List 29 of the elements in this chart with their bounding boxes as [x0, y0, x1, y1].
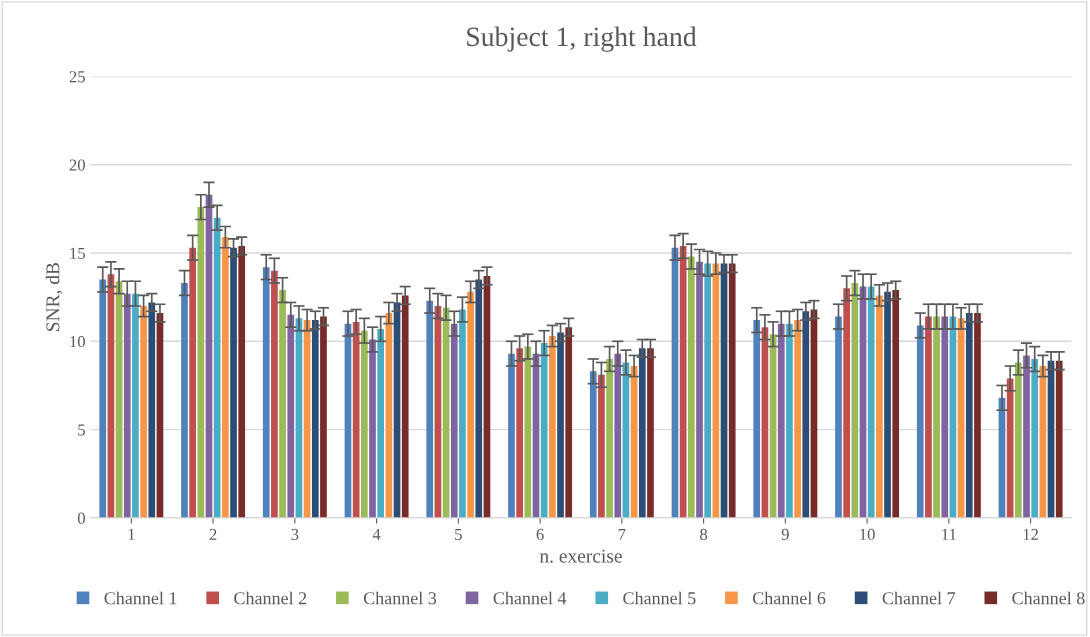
x-tick-label: 4 [372, 528, 381, 540]
y-tick-label: 15 [70, 247, 85, 259]
legend-label: Channel 1 [104, 591, 177, 605]
y-tick-label: 20 [69, 159, 85, 171]
x-tick-label: 1 [128, 528, 135, 540]
legend-label: Channel 6 [752, 591, 826, 605]
legend-label: Channel 7 [882, 591, 956, 605]
legend-label: Channel 2 [234, 591, 307, 605]
y-tick-label: 25 [69, 71, 85, 83]
x-tick-label: 5 [455, 528, 462, 541]
x-tick-label: 10 [860, 528, 875, 541]
legend-label: Channel 3 [363, 591, 437, 605]
y-axis-title: SNR, dB [45, 262, 63, 331]
y-tick-label: 10 [70, 336, 85, 348]
x-tick-label: 8 [700, 528, 708, 541]
x-tick-label: 12 [1023, 528, 1039, 540]
legend-label: Channel 5 [623, 591, 696, 605]
x-tick-label: 7 [618, 528, 626, 540]
x-tick-label: 6 [536, 528, 544, 541]
x-tick-label: 2 [209, 528, 217, 540]
x-tick-label: 3 [291, 528, 299, 541]
y-tick-label: 0 [77, 512, 85, 524]
x-axis-title: n. exercise [539, 549, 622, 563]
x-tick-label: 11 [942, 528, 956, 540]
chart-title: Subject 1, right hand [467, 26, 697, 52]
x-tick-label: 9 [781, 528, 789, 541]
legend-label: Channel 8 [1012, 591, 1085, 605]
legend-label: Channel 4 [493, 591, 567, 605]
y-tick-label: 5 [78, 424, 85, 436]
